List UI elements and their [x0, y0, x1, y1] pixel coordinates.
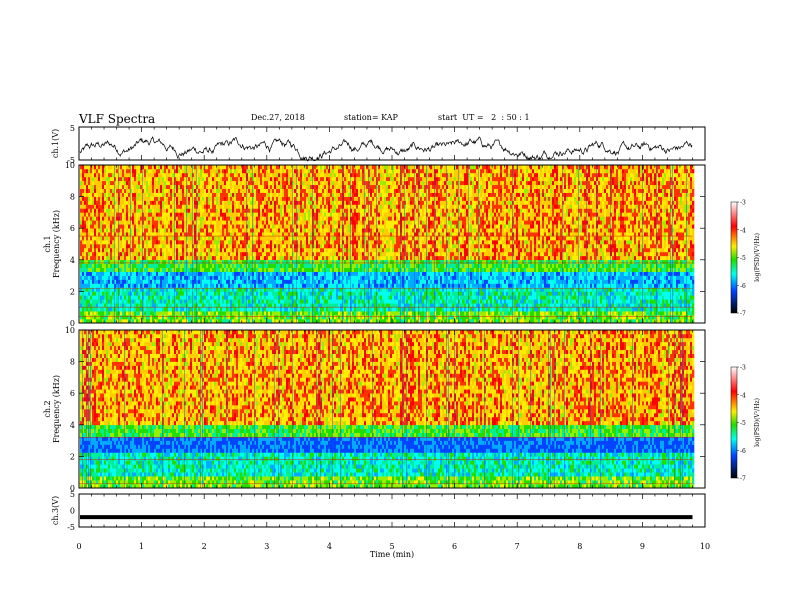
ch3-ytick: 5	[70, 490, 75, 499]
x-tick-label: 10	[700, 542, 710, 551]
x-tick-label: 1	[139, 542, 144, 551]
ch2-spectrogram-colorbar	[730, 366, 738, 479]
ch2-spectrogram-ytick: 6	[70, 389, 75, 398]
x-tick-label: 0	[76, 542, 81, 551]
ch2-spectrogram-colorbar-tick: -7	[740, 476, 746, 483]
ch1-spectrogram-colorbar-tick: -7	[740, 311, 746, 318]
x-tick-label: 4	[327, 542, 332, 551]
ch1-spectrogram-ytick: 2	[70, 287, 75, 296]
ch3-ytick: -5	[67, 523, 75, 532]
ch2-spectrogram-panel: 10 8 6 4 2 0 ch.2 Frequency (kHz) -3 -4 -5 -6 -7 log(…	[43, 326, 761, 493]
ch2-spectrogram-colorbar-tick: -5	[740, 420, 746, 427]
x-tick-label: 6	[452, 542, 457, 551]
ch1-spectrogram-colorbar-tick: -3	[740, 200, 746, 207]
x-tick-label: 2	[202, 542, 207, 551]
ch2-spectrogram-colorbar-tick: -3	[740, 365, 746, 372]
x-tick-label: 7	[515, 542, 520, 551]
start-time-label: start UT = 2 : 50 : 1	[438, 113, 530, 122]
x-axis: 0 1 2 3 4 5 6 7 8 9 10 Time (min)	[76, 542, 710, 559]
ch1-spectrogram-ytick: 0	[70, 319, 75, 328]
ch1-spectrogram-ytick: 6	[70, 224, 75, 233]
date-label: Dec.27, 2018	[251, 113, 305, 122]
station-label: station= KAP	[344, 113, 398, 122]
ch1-spectrogram-ytick: 4	[70, 256, 75, 265]
ch1-spectrogram-panel: 10 8 6 4 2 0 ch.1 Frequency (kHz) -3 -4 -5 -6 -7 log(…	[43, 161, 761, 328]
ch1-spectrogram-colorbar-tick: -5	[740, 255, 746, 262]
ch2-spectrogram-ytick: 4	[70, 421, 75, 430]
ch1-ytick-5: 5	[70, 124, 75, 133]
ch2-spectrogram-channel-label: ch.2	[43, 400, 52, 417]
ch2-spectrogram-ytick: 2	[70, 452, 75, 461]
ch2-spectrogram-colorbar-label: log(PSD)(V²/Hz)	[754, 398, 761, 447]
ch2-spectrogram-ytick: 8	[70, 358, 75, 367]
ch1-spectrogram-channel-label: ch.1	[43, 235, 52, 252]
ch1-spectrogram-ytick: 8	[70, 193, 75, 202]
x-axis-label: Time (min)	[370, 550, 414, 559]
ch1-spectrogram-colorbar-label: log(PSD)(V²/Hz)	[754, 233, 761, 282]
ch1-spectrogram-ylabel: Frequency (kHz)	[52, 210, 61, 278]
ch2-spectrogram-ylabel: Frequency (kHz)	[52, 375, 61, 443]
ch1-waveform-line	[79, 136, 693, 162]
ch2-spectrogram-ytick: 0	[70, 484, 75, 493]
ch1-waveform-panel: 5 -5 ch.1(V)	[51, 124, 706, 165]
x-tick-label: 3	[264, 542, 269, 551]
ch3-ytick: 0	[70, 507, 75, 516]
x-tick-label: 9	[640, 542, 645, 551]
x-tick-label: 8	[577, 542, 582, 551]
ch2-spectrogram-colorbar-tick: -4	[740, 392, 746, 399]
ch2-spectrogram-colorbar-tick: -6	[740, 448, 746, 455]
ch1-spectrogram-colorbar	[730, 201, 738, 314]
ch1-spectrogram-colorbar-tick: -6	[740, 283, 746, 290]
ch1-spectrogram-ytick: 10	[65, 161, 75, 170]
ch1-ytick-minus5: -5	[67, 156, 75, 165]
x-tick-label: 5	[389, 542, 394, 551]
ch3-waveform-panel: 5 0 -5 ch.3(V)	[51, 490, 706, 532]
ch3-ylabel: ch.3(V)	[51, 496, 60, 525]
ch1-ylabel: ch.1(V)	[51, 129, 60, 158]
ch1-spectrogram-colorbar-tick: -4	[740, 227, 746, 234]
figure-title: VLF Spectra	[79, 112, 155, 126]
ch2-spectrogram-ytick: 10	[65, 326, 75, 335]
